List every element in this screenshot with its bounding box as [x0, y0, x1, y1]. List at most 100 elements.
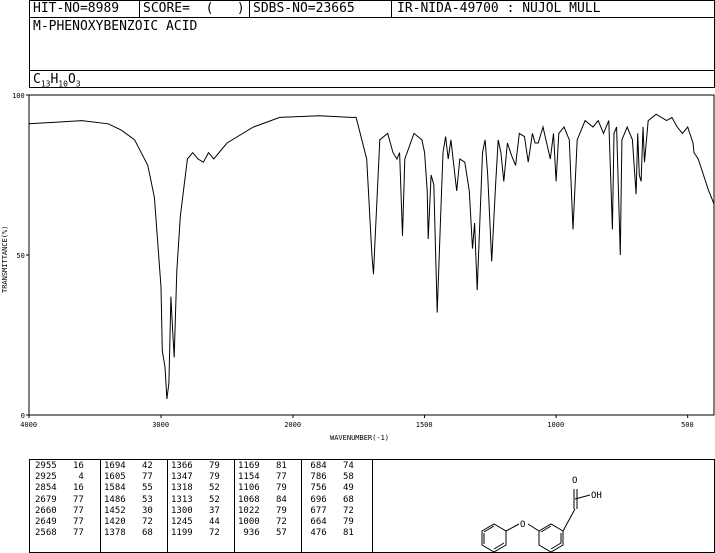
peak-row: 1169 81 — [238, 461, 287, 472]
x-tick-label: 1500 — [416, 421, 433, 429]
peak-intensity: 77 — [125, 472, 153, 483]
peak-row: 1154 77 — [238, 472, 287, 483]
peak-intensity: 79 — [192, 461, 220, 471]
peak-intensity: 58 — [326, 472, 354, 483]
peak-row: 1452 30 — [104, 506, 153, 517]
peak-table-column: 684 74 786 58 756 49 696 68 677 72 664 7… — [305, 461, 354, 539]
peak-intensity: 37 — [192, 505, 220, 516]
peak-wavenumber: 1022 — [238, 505, 260, 516]
peak-intensity: 52 — [192, 483, 220, 494]
peak-intensity: 77 — [56, 517, 84, 528]
phenyl-ring — [481, 523, 507, 553]
compound-name: M-PHENOXYBENZOIC ACID — [33, 19, 198, 34]
peak-row: 1584 55 — [104, 483, 153, 494]
hit-number: HIT-NO=8989 — [33, 1, 120, 16]
peak-row: 684 74 — [305, 461, 353, 472]
peak-intensity: 16 — [56, 461, 84, 471]
ether-oxygen: O — [520, 520, 525, 530]
ether-bond-right — [527, 523, 540, 532]
peak-row: 756 49 — [305, 483, 354, 494]
peak-wavenumber: 1452 — [104, 505, 126, 516]
y-tick-label: 100 — [12, 92, 25, 100]
peak-row: 1366 79 — [171, 461, 220, 472]
carboxyl-bond — [562, 508, 576, 532]
peak-intensity: 81 — [259, 461, 287, 471]
peak-wavenumber: 476 — [305, 528, 327, 539]
peak-wavenumber: 1313 — [171, 494, 193, 505]
spectrum-trace — [28, 113, 715, 400]
peak-row: 2660 77 — [35, 506, 84, 517]
peak-intensity: 4 — [56, 472, 84, 483]
peak-wavenumber: 1169 — [238, 461, 260, 471]
x-tick-label: 4000 — [20, 421, 37, 429]
peak-row: 664 79 — [305, 517, 354, 528]
peak-intensity: 55 — [125, 483, 153, 494]
peak-table-column: 2955 16 2925 4 2854 16 2679 77 2660 77 2649 7… — [35, 461, 84, 539]
peak-row: 1106 79 — [238, 483, 287, 494]
peak-row: 2925 4 — [35, 472, 84, 483]
peak-wavenumber: 1486 — [104, 494, 126, 505]
peak-intensity: 53 — [125, 494, 153, 505]
peak-wavenumber: 677 — [305, 505, 327, 516]
peak-wavenumber: 1318 — [171, 483, 193, 494]
peak-intensity: 72 — [259, 517, 287, 528]
peak-row: 1068 84 — [238, 495, 287, 506]
peak-wavenumber: 786 — [305, 472, 327, 483]
x-tick-label: 3000 — [152, 421, 169, 429]
peak-wavenumber: 1154 — [238, 472, 260, 483]
peak-wavenumber: 684 — [305, 461, 327, 471]
peak-wavenumber: 1420 — [104, 517, 126, 528]
ir-spectrum-chart: 4000 3000 2000 1500 1000 500 0 50 100 WAVENUMBER… — [1, 92, 715, 442]
peak-wavenumber: 1068 — [238, 494, 260, 505]
peak-row: 1420 72 — [104, 517, 153, 528]
peak-intensity: 72 — [125, 517, 153, 528]
molecular-formula: C13H10O3 — [33, 72, 81, 89]
peak-wavenumber: 1378 — [104, 528, 126, 539]
ir-info: IR-NIDA-49700 : NUJOL MULL — [397, 1, 601, 16]
peak-wavenumber: 2568 — [35, 528, 57, 539]
peak-intensity: 81 — [326, 528, 354, 539]
x-tick-label: 2000 — [284, 421, 301, 429]
peak-wavenumber: 756 — [305, 483, 327, 494]
peak-intensity: 49 — [326, 483, 354, 494]
molecule-structure: O O OH — [481, 476, 602, 553]
peak-wavenumber: 2854 — [35, 483, 57, 494]
peak-table-column: 1169 81 1154 77 1106 79 1068 84 1022 79 1000 … — [238, 461, 287, 539]
peak-intensity: 52 — [192, 494, 220, 505]
peak-wavenumber: 2679 — [35, 494, 57, 505]
peak-wavenumber: 1347 — [171, 472, 193, 483]
peak-row: 1486 53 — [104, 495, 153, 506]
peak-row: 476 81 — [305, 528, 354, 539]
hydroxyl-bond — [574, 494, 591, 500]
peak-intensity: 84 — [259, 494, 287, 505]
peak-wavenumber: 1000 — [238, 517, 260, 528]
peak-row: 786 58 — [305, 472, 354, 483]
peak-row: 1605 77 — [104, 472, 153, 483]
peak-row: 1694 42 — [104, 461, 153, 472]
peak-intensity: 79 — [326, 517, 354, 528]
y-tick-label: 50 — [16, 252, 24, 260]
sdbs-number: SDBS-NO=23665 — [253, 1, 355, 16]
peak-row: 696 68 — [305, 495, 353, 506]
hydroxyl-group: OH — [591, 491, 602, 501]
peak-row: 2649 77 — [35, 517, 84, 528]
peak-intensity: 44 — [192, 517, 220, 528]
peak-row: 1000 72 — [238, 517, 287, 528]
peak-row: 1378 68 — [104, 528, 153, 539]
peak-intensity: 16 — [56, 483, 84, 494]
peak-wavenumber: 1106 — [238, 483, 260, 494]
peak-row: 2854 16 — [35, 483, 84, 494]
peak-intensity: 77 — [259, 472, 287, 483]
peak-wavenumber: 936 — [238, 528, 260, 539]
peak-row: 2955 16 — [35, 461, 84, 472]
y-axis-label: TRANSMITTANCE(%) — [1, 226, 9, 293]
header-bar — [29, 0, 715, 18]
peak-wavenumber: 2925 — [35, 472, 57, 483]
peak-row: 936 57 — [238, 528, 286, 539]
peak-table-column: 1366 79 1347 79 1318 52 1313 52 1300 37 1245 … — [171, 461, 220, 539]
peak-wavenumber: 1300 — [171, 505, 193, 516]
peak-wavenumber: 2649 — [35, 517, 57, 528]
peak-wavenumber: 1694 — [104, 461, 126, 471]
peak-row: 1300 37 — [171, 506, 220, 517]
peak-intensity: 79 — [259, 505, 287, 516]
